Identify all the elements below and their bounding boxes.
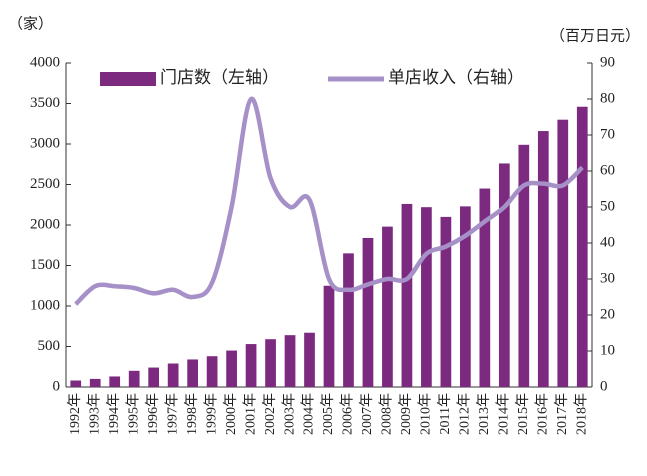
bar [128,370,140,387]
x-tick-label: 2012年 [457,393,473,435]
x-tick-label: 2004年 [301,393,317,435]
bar [576,106,588,388]
y-tick-label: 500 [38,338,61,354]
y2-tick-label: 10 [600,342,615,358]
bar [109,376,121,387]
y-tick-label: 2000 [30,216,60,232]
bar [401,203,413,387]
bar [187,359,198,387]
x-tick-label: 2003年 [281,393,297,435]
x-tick-label: 2015年 [515,393,531,435]
x-tick-label: 2005年 [320,393,336,435]
x-tick-label: 2014年 [496,393,512,435]
x-tick-label: 1997年 [164,393,180,435]
x-tick-label: 2007年 [359,393,375,435]
bar [421,207,432,387]
x-tick-label: 2002年 [262,393,278,435]
bar [148,367,160,387]
y-axis-label: （家） [8,15,53,32]
x-tick-label: 1995年 [125,393,141,435]
legend-label: 单店收入（右轴） [388,68,524,87]
bar [206,356,218,387]
y2-tick-label: 20 [600,306,615,322]
bar [479,188,491,387]
y2-tick-label: 70 [600,126,615,142]
bar [167,363,179,387]
x-tick-label: 1993年 [86,393,102,435]
bar [245,344,257,387]
x-tick-label: 1994年 [106,393,122,435]
bar [304,332,315,387]
x-tick-label: 2013年 [476,393,492,435]
y2-tick-label: 60 [600,162,615,178]
bar [343,253,354,387]
bar [557,119,569,387]
y2-tick-label: 0 [600,378,608,394]
y-tick-label: 0 [53,378,61,394]
y-tick-label: 2500 [30,176,60,192]
y-tick-label: 1500 [30,257,60,273]
x-tick-label: 1996年 [145,393,161,435]
x-tick-label: 2016年 [535,393,551,435]
x-tick-label: 2017年 [554,393,570,435]
bar [323,285,335,387]
y2-tick-label: 80 [600,90,615,106]
y2-axis-label: （百万日元） [550,27,640,44]
x-tick-label: 1999年 [203,393,219,435]
bar [537,131,549,387]
x-tick-label: 2018年 [573,393,589,435]
y2-tick-label: 50 [600,198,615,214]
legend-swatch [100,72,156,86]
y-tick-label: 1000 [30,297,60,313]
bar [226,350,237,387]
bar [362,237,374,387]
y-tick-label: 3500 [30,95,60,111]
legend-label: 门店数（左轴） [160,68,279,87]
x-tick-label: 2006年 [340,393,356,435]
line [74,96,584,306]
x-tick-label: 1992年 [67,393,83,435]
bar [440,216,452,387]
y2-tick-label: 40 [600,234,615,250]
bar [460,206,471,387]
y-tick-label: 4000 [30,54,60,70]
x-tick-label: 2009年 [398,393,414,435]
x-tick-label: 1998年 [184,393,200,435]
bar [498,163,510,387]
bar [70,380,82,387]
bar [518,144,530,387]
x-tick-label: 2000年 [223,393,239,435]
x-tick-label: 2008年 [379,393,395,435]
bar [382,226,393,387]
y2-tick-label: 90 [600,54,615,70]
y2-tick-label: 30 [600,270,615,286]
y-tick-label: 3000 [30,135,60,151]
bar [89,378,101,387]
x-tick-label: 2010年 [418,393,434,435]
bar [284,335,296,387]
bar [265,339,276,387]
x-tick-label: 2001年 [242,393,258,435]
x-tick-label: 2011年 [437,393,453,434]
